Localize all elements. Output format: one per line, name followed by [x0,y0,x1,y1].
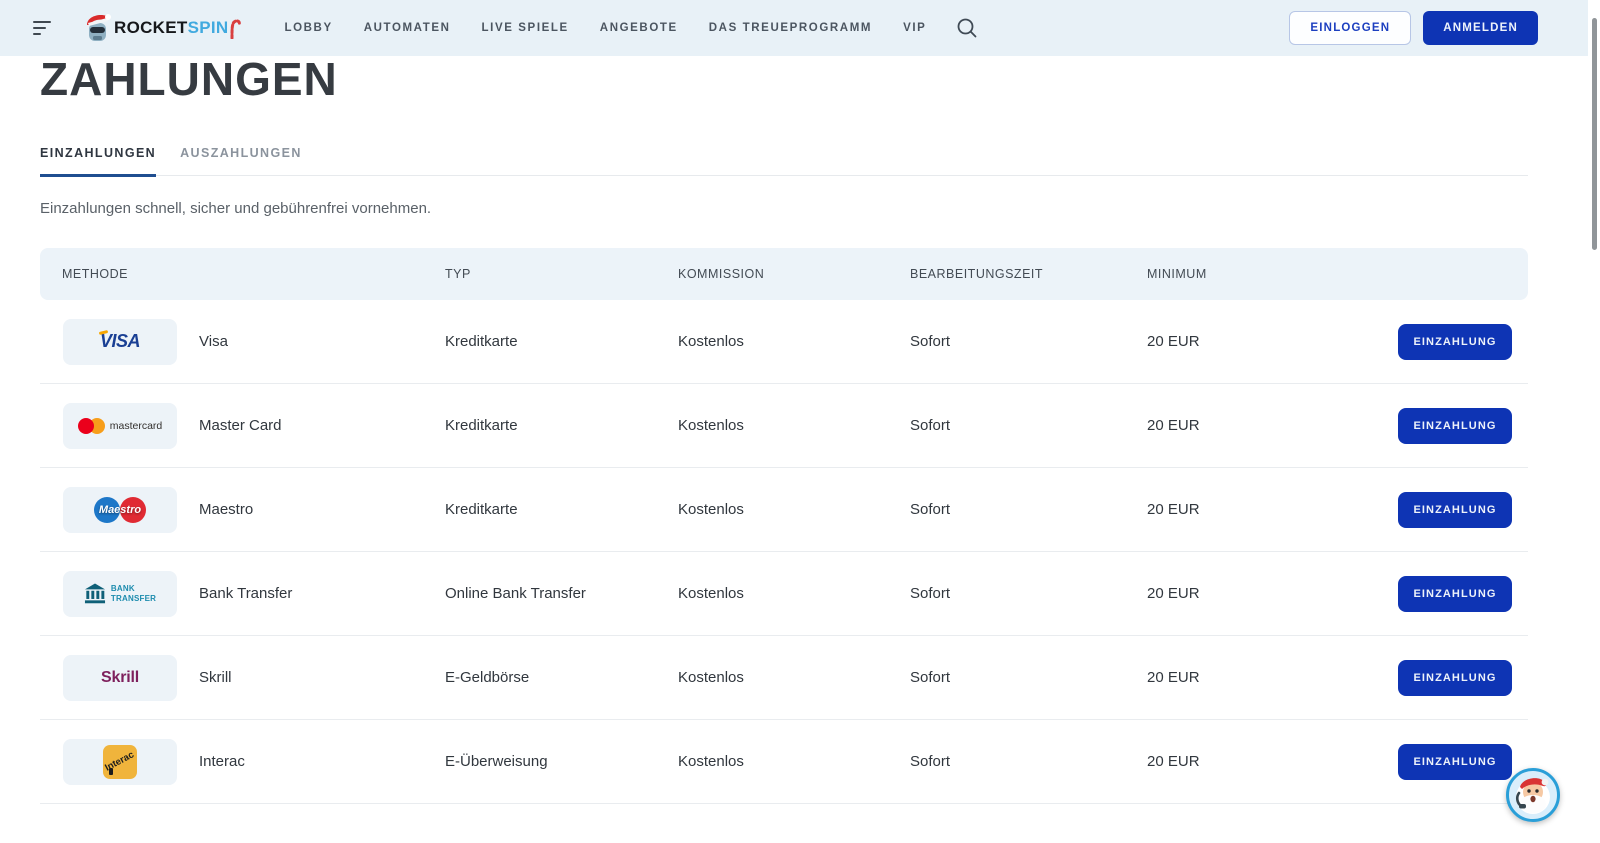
auth-buttons: EINLOGGEN ANMELDEN [1289,11,1538,45]
method-icon-tile: Interac [63,739,177,785]
logo-mascot-icon [84,12,111,44]
deposit-button[interactable]: EINZAHLUNG [1398,324,1512,360]
method-processing-time: Sofort [910,333,1147,350]
menu-icon[interactable] [33,21,53,35]
scrollbar-track [1588,0,1600,843]
column-header-bearbeitungszeit: BEARBEITUNGSZEIT [910,267,1147,281]
nav-item-automaten[interactable]: AUTOMATEN [364,22,451,34]
method-commission: Kostenlos [678,669,910,686]
method-commission: Kostenlos [678,585,910,602]
method-processing-time: Sofort [910,501,1147,518]
method-type: Kreditkarte [445,417,678,434]
table-row: Maestro Maestro Kreditkarte Kostenlos So… [40,468,1528,552]
column-header-methode: METHODE [40,267,445,281]
deposit-button[interactable]: EINZAHLUNG [1398,492,1512,528]
top-nav-bar: ROCKETSPIN LOBBY AUTOMATEN LIVE SPIELE ANGE… [0,0,1588,56]
method-icon-tile: VISA [63,319,177,365]
tabs: EINZAHLUNGEN AUSZAHLUNGEN [40,146,1528,176]
column-header-kommission: KOMMISSION [678,267,910,281]
logo-wordmark: ROCKETSPIN [114,18,228,38]
method-minimum: 20 EUR [1147,585,1398,602]
skrill-logo: Skrill [101,669,139,687]
method-minimum: 20 EUR [1147,333,1398,350]
register-button[interactable]: ANMELDEN [1423,11,1538,45]
tab-einzahlungen[interactable]: EINZAHLUNGEN [40,146,156,175]
method-processing-time: Sofort [910,669,1147,686]
chat-santa-icon [1509,771,1557,819]
method-name: Interac [199,753,245,770]
login-button[interactable]: EINLOGGEN [1289,11,1411,45]
nav-item-vip[interactable]: VIP [903,22,926,34]
column-header-minimum: MINIMUM [1147,267,1398,281]
method-processing-time: Sofort [910,417,1147,434]
method-name: Maestro [199,501,253,518]
method-name: Skrill [199,669,232,686]
bank-transfer-logo: BANKTRANSFER [84,583,156,604]
method-icon-tile: Skrill [63,655,177,701]
method-name: Visa [199,333,228,350]
method-minimum: 20 EUR [1147,669,1398,686]
tab-auszahlungen[interactable]: AUSZAHLUNGEN [180,146,302,175]
method-type: Kreditkarte [445,333,678,350]
nav-item-lobby[interactable]: LOBBY [284,22,332,34]
method-commission: Kostenlos [678,333,910,350]
method-type: Online Bank Transfer [445,585,678,602]
deposit-button[interactable]: EINZAHLUNG [1398,408,1512,444]
method-icon-tile: BANKTRANSFER [63,571,177,617]
method-commission: Kostenlos [678,417,910,434]
payments-page: ROCKETSPIN LOBBY AUTOMATEN LIVE SPIELE ANGE… [0,0,1600,843]
column-header-typ: TYP [445,267,678,281]
logo[interactable]: ROCKETSPIN [84,12,241,44]
nav-item-live-spiele[interactable]: LIVE SPIELE [482,22,569,34]
method-minimum: 20 EUR [1147,501,1398,518]
deposit-button[interactable]: EINZAHLUNG [1398,744,1512,780]
maestro-logo: Maestro [91,497,149,523]
deposit-button[interactable]: EINZAHLUNG [1398,660,1512,696]
candy-cane-icon [229,17,241,39]
table-header: METHODE TYP KOMMISSION BEARBEITUNGSZEIT … [40,248,1528,300]
method-name: Master Card [199,417,282,434]
method-processing-time: Sofort [910,585,1147,602]
table-row: BANKTRANSFER Bank Transfer Online Bank T… [40,552,1528,636]
table-row: Skrill Skrill E-Geldbörse Kostenlos Sofo… [40,636,1528,720]
method-icon-tile: mastercard [63,403,177,449]
method-commission: Kostenlos [678,753,910,770]
nav-item-angebote[interactable]: ANGEBOTE [600,22,678,34]
table-row: mastercard Master Card Kreditkarte Koste… [40,384,1528,468]
nav-item-das-treueprogramm[interactable]: DAS TREUEPROGRAMM [709,22,872,34]
method-minimum: 20 EUR [1147,417,1398,434]
scrollbar-thumb[interactable] [1592,18,1597,250]
interac-logo: Interac [103,745,137,779]
method-type: E-Geldbörse [445,669,678,686]
visa-logo: VISA [100,331,140,352]
method-minimum: 20 EUR [1147,753,1398,770]
method-processing-time: Sofort [910,753,1147,770]
method-type: Kreditkarte [445,501,678,518]
payment-methods-table: VISA Visa Kreditkarte Kostenlos Sofort 2… [40,300,1528,804]
method-type: E-Überweisung [445,753,678,770]
main-nav: LOBBY AUTOMATEN LIVE SPIELE ANGEBOTE DAS TRE… [284,22,926,34]
method-name: Bank Transfer [199,585,292,602]
mastercard-logo: mastercard [78,418,163,434]
deposit-button[interactable]: EINZAHLUNG [1398,576,1512,612]
table-row: Interac Interac E-Überweisung Kostenlos … [40,720,1528,804]
table-row: VISA Visa Kreditkarte Kostenlos Sofort 2… [40,300,1528,384]
main-content: ZAHLUNGEN EINZAHLUNGEN AUSZAHLUNGEN Einz… [40,56,1528,804]
page-title: ZAHLUNGEN [40,52,1528,106]
chat-widget[interactable] [1506,768,1560,822]
method-icon-tile: Maestro [63,487,177,533]
method-commission: Kostenlos [678,501,910,518]
description-text: Einzahlungen schnell, sicher und gebühre… [40,200,1528,217]
search-icon[interactable] [956,17,978,39]
